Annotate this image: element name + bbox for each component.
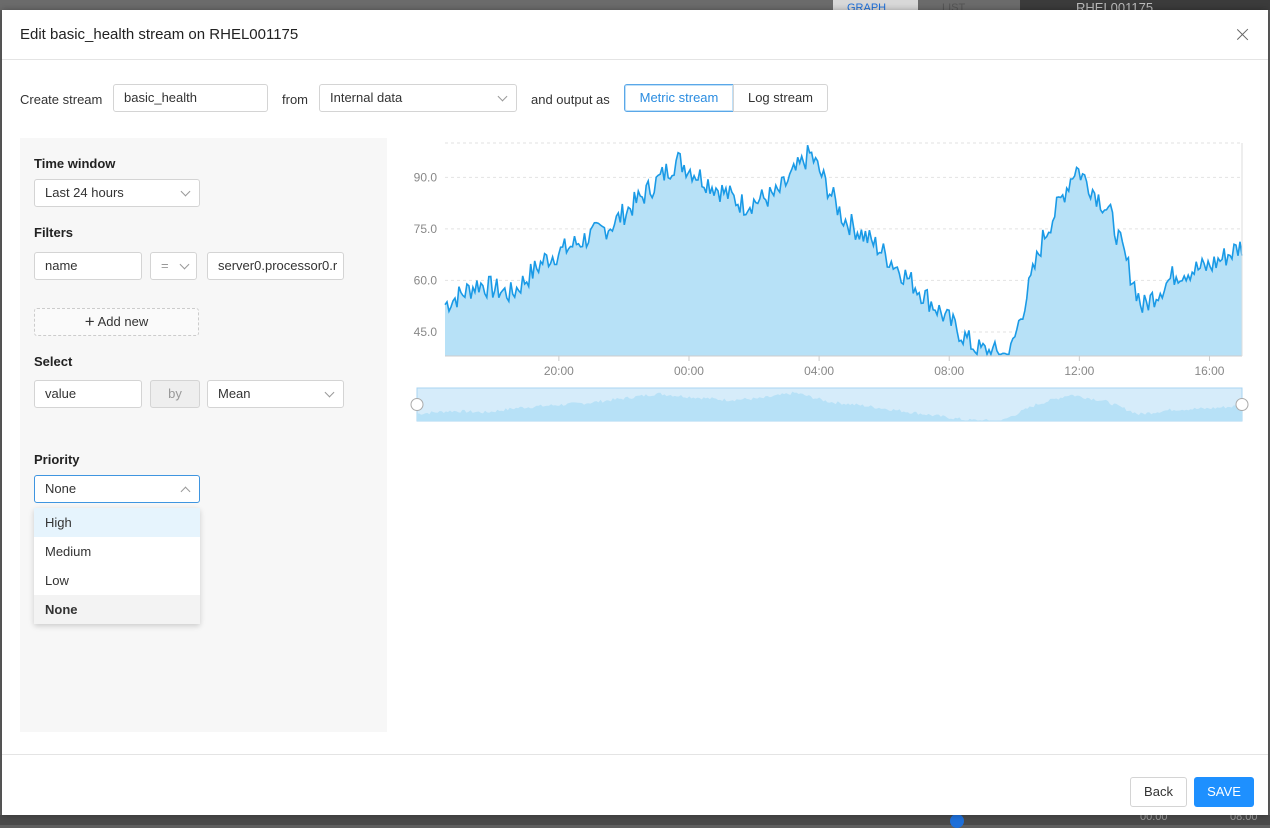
filter-operator-select[interactable]: =	[150, 252, 197, 280]
chevron-down-icon	[497, 91, 508, 102]
chevron-down-icon	[324, 387, 335, 398]
modal-title: Edit basic_health stream on RHEL001175	[20, 26, 299, 43]
x-tick-label: 00:00	[674, 364, 704, 378]
background-host-title: RHEL001175	[1020, 0, 1270, 10]
range-preview	[417, 391, 1242, 421]
metric-chart[interactable]: 45.0 60.0 75.0 90.0 20:00 00:00 04:00 08:00 12:0…	[397, 138, 1252, 438]
priority-value: None	[45, 481, 77, 496]
y-tick-label: 60.0	[414, 273, 438, 287]
x-tick-label: 16:00	[1194, 364, 1224, 378]
chevron-down-icon	[179, 259, 190, 270]
filter-value-input[interactable]: server0.processor0.r	[207, 252, 344, 280]
y-tick-label: 90.0	[414, 170, 438, 184]
background-graph-tab: GRAPH	[833, 0, 918, 10]
priority-option-medium[interactable]: Medium	[45, 544, 92, 559]
chart-svg[interactable]: 45.0 60.0 75.0 90.0 20:00 00:00 04:00 08:00 12:0…	[397, 138, 1252, 438]
series-line	[444, 144, 1243, 357]
query-panel: Time window Last 24 hours Filters name =…	[20, 138, 387, 732]
y-tick-label: 45.0	[414, 325, 438, 339]
back-button[interactable]: Back	[1130, 777, 1187, 807]
series-area	[445, 145, 1242, 356]
metric-stream-button[interactable]: Metric stream	[624, 84, 734, 112]
edit-stream-modal: Edit basic_health stream on RHEL001175 C…	[2, 10, 1268, 815]
source-value: Internal data	[330, 90, 403, 105]
output-label: and output as	[531, 92, 610, 107]
by-label: by	[150, 380, 200, 408]
create-stream-label: Create stream	[20, 92, 103, 107]
priority-option-low[interactable]: Low	[45, 573, 69, 588]
priority-option-none[interactable]: None	[34, 595, 200, 624]
plus-icon: +	[84, 312, 95, 331]
chevron-up-icon	[180, 486, 191, 497]
range-handle-right	[1235, 398, 1249, 411]
chevron-down-icon	[180, 186, 191, 197]
priority-option-high[interactable]: High	[34, 508, 200, 537]
time-window-label: Time window	[34, 156, 116, 171]
time-window-select[interactable]: Last 24 hours	[34, 179, 200, 207]
x-tick-label: 04:00	[804, 364, 834, 378]
modal-footer	[2, 754, 1268, 816]
range-handle-left	[410, 398, 424, 411]
source-select[interactable]: Internal data	[319, 84, 517, 112]
time-window-value: Last 24 hours	[45, 185, 124, 200]
x-tick-label: 20:00	[544, 364, 574, 378]
filters-label: Filters	[34, 225, 74, 240]
modal-header: Edit basic_health stream on RHEL001175	[2, 10, 1268, 60]
select-label: Select	[34, 354, 73, 369]
add-filter-label: Add new	[97, 314, 149, 329]
filter-field-input[interactable]: name	[34, 252, 142, 280]
aggregation-value: Mean	[218, 386, 251, 401]
filter-operator-value: =	[161, 258, 169, 273]
close-icon[interactable]	[1232, 24, 1254, 46]
priority-dropdown: High Medium Low None	[34, 508, 200, 624]
x-tick-label: 12:00	[1064, 364, 1094, 378]
priority-label: Priority	[34, 452, 80, 467]
background-list-tab: LIST	[942, 2, 966, 10]
aggregation-select[interactable]: Mean	[207, 380, 344, 408]
background-footer: 00:00 08:00	[0, 811, 1270, 825]
save-button[interactable]: SAVE	[1194, 777, 1254, 807]
background-marker	[950, 814, 964, 828]
add-filter-button[interactable]: + Add new	[34, 308, 199, 336]
priority-select[interactable]: None	[34, 475, 200, 503]
x-tick-label: 08:00	[934, 364, 964, 378]
background-header: GRAPH LIST RHEL001175	[0, 0, 1270, 10]
log-stream-button[interactable]: Log stream	[733, 84, 828, 112]
from-label: from	[282, 92, 308, 107]
y-tick-label: 75.0	[414, 222, 438, 236]
stream-name-input[interactable]: basic_health	[113, 84, 268, 112]
select-field-input[interactable]: value	[34, 380, 142, 408]
